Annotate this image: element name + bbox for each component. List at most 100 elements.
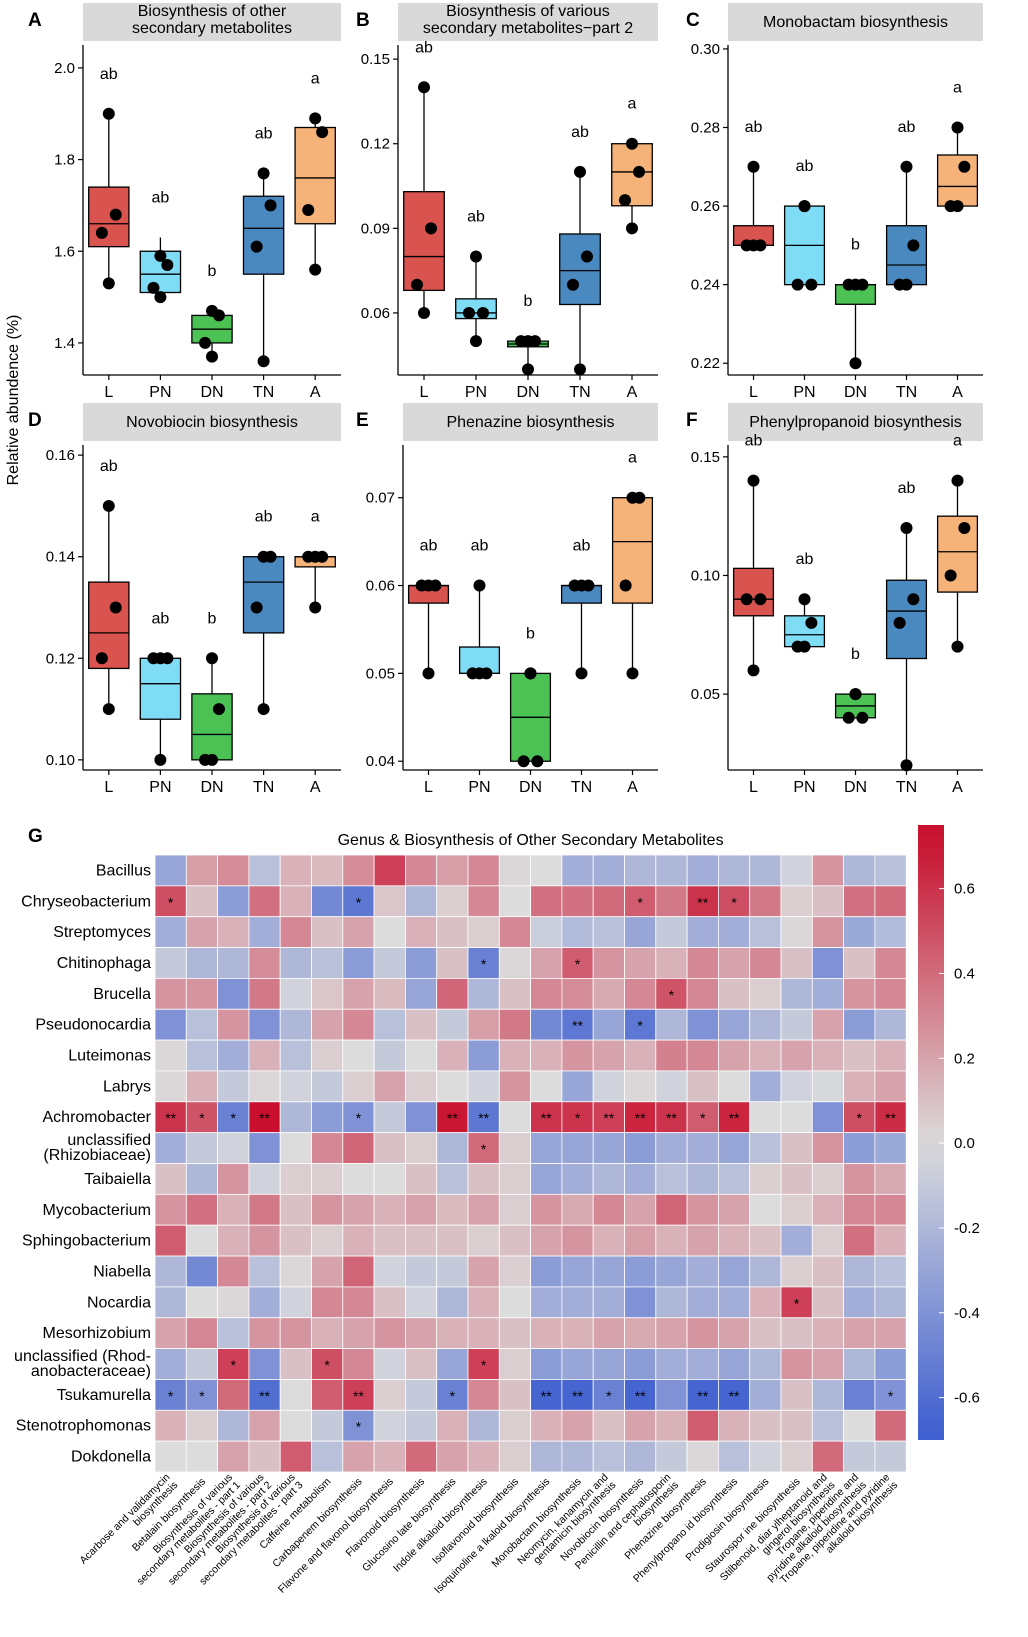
colorbar-tick-label: -0.2 xyxy=(954,1220,980,1237)
heatmap-cell xyxy=(749,1070,782,1103)
heatmap-cell xyxy=(436,854,469,887)
box-A: a xyxy=(936,80,979,213)
panel-title-strip xyxy=(403,403,658,441)
heatmap-cell xyxy=(404,1409,438,1442)
heatmap-cell xyxy=(686,1286,719,1319)
heatmap-cell xyxy=(686,947,719,979)
group-letter: b xyxy=(524,293,533,310)
heatmap-cell xyxy=(311,1255,344,1288)
heatmap-cell xyxy=(749,1286,782,1319)
heatmap-cell xyxy=(530,1008,563,1041)
heatmap-cell xyxy=(843,1070,876,1103)
heatmap-cell xyxy=(279,854,312,887)
group-letter: ab xyxy=(573,538,591,555)
heatmap-cell xyxy=(874,1132,907,1164)
heatmap-cell xyxy=(874,854,907,887)
heatmap-cell xyxy=(342,1286,375,1319)
heatmap-cell xyxy=(811,1101,844,1134)
heatmap-cell xyxy=(217,1348,250,1380)
heatmap-cell xyxy=(874,1409,907,1442)
heatmap-cell xyxy=(185,854,219,887)
heatmap-cell xyxy=(311,1409,344,1442)
heatmap-cell xyxy=(436,1317,469,1350)
heatmap-cell xyxy=(154,947,187,979)
heatmap-cell xyxy=(718,1070,751,1103)
heatmap-row-label: Chitinophaga xyxy=(57,955,151,972)
data-point xyxy=(575,667,588,680)
heatmap-cell xyxy=(718,1409,751,1442)
heatmap-cell xyxy=(404,1163,438,1195)
data-point xyxy=(109,601,122,614)
heatmap-cell xyxy=(217,978,250,1010)
heatmap-cell xyxy=(780,1317,813,1350)
group-letter: a xyxy=(311,70,320,87)
heatmap-cell xyxy=(248,1070,281,1103)
heatmap-cell xyxy=(279,947,312,979)
heatmap-cell xyxy=(154,1163,187,1195)
heatmap-cell xyxy=(843,1255,876,1288)
significance-mark: ** xyxy=(165,1110,176,1126)
panel-title-line: Phenylpropanoid biosynthesis xyxy=(749,414,962,431)
heatmap-cell xyxy=(311,1224,344,1257)
heatmap-cell xyxy=(686,1163,719,1195)
heatmap-cell xyxy=(780,1348,813,1380)
box-L: ab xyxy=(732,119,775,252)
heatmap-cell xyxy=(811,1008,844,1041)
group-letter: ab xyxy=(571,124,589,141)
data-point xyxy=(522,363,534,376)
heatmap-row-label: Mycobacterium xyxy=(43,1202,151,1219)
data-point xyxy=(470,250,482,263)
heatmap-cell xyxy=(843,978,876,1010)
heatmap-cell xyxy=(811,1070,844,1103)
heatmap-row-label: Chryseobacterium xyxy=(21,893,151,910)
heatmap-cell xyxy=(498,1348,531,1380)
significance-mark: ** xyxy=(572,1388,583,1404)
heatmap-cell xyxy=(373,1163,406,1195)
heatmap-cell xyxy=(530,1224,563,1257)
heatmap-cell xyxy=(592,854,625,887)
heatmap-cell xyxy=(404,1224,438,1257)
data-point xyxy=(102,703,115,716)
heatmap-cell xyxy=(467,1039,500,1072)
heatmap-cell xyxy=(467,854,500,887)
heatmap-cell xyxy=(279,1193,312,1226)
box-DN: b xyxy=(191,263,233,363)
heatmap-cell xyxy=(530,1409,563,1442)
box-PN: ab xyxy=(783,158,826,291)
x-category-label: TN xyxy=(896,384,917,401)
heatmap-cell xyxy=(624,1163,657,1195)
x-category-label: A xyxy=(627,779,638,796)
heatmap-cell xyxy=(655,1440,688,1473)
data-point xyxy=(951,200,964,213)
significance-mark: * xyxy=(857,1110,863,1126)
significance-mark: * xyxy=(731,894,737,910)
heatmap-cell xyxy=(467,1255,500,1288)
heatmap-cell xyxy=(248,1409,281,1442)
box-body xyxy=(242,556,285,634)
heatmap-cell xyxy=(843,885,876,918)
panel-title-strip xyxy=(83,3,341,41)
heatmap-row-label: Achromobacter xyxy=(43,1109,152,1126)
heatmap-cell xyxy=(185,1008,219,1041)
heatmap-cell xyxy=(718,1039,751,1072)
heatmap-cell xyxy=(686,1132,719,1164)
significance-mark: ** xyxy=(541,1110,552,1126)
group-letter: ab xyxy=(415,39,433,56)
data-point xyxy=(740,593,753,606)
data-point xyxy=(798,593,811,606)
heatmap-cell xyxy=(561,1224,594,1257)
heatmap-cell xyxy=(874,1379,907,1411)
heatmap-row-label: anobacteraceae) xyxy=(31,1363,151,1380)
heatmap-cell xyxy=(843,916,876,948)
heatmap-cell xyxy=(686,1379,719,1411)
heatmap-cell xyxy=(624,1132,657,1164)
significance-mark: ** xyxy=(729,1110,740,1126)
heatmap-cell xyxy=(311,1101,344,1134)
heatmap-cell xyxy=(624,916,657,948)
heatmap-cell xyxy=(686,1039,719,1072)
heatmap-cell xyxy=(248,1132,281,1164)
data-point xyxy=(581,250,593,263)
heatmap-cell xyxy=(561,1039,594,1072)
heatmap-row-label: (Rhizobiaceae) xyxy=(43,1147,151,1164)
heatmap-cell xyxy=(749,1317,782,1350)
